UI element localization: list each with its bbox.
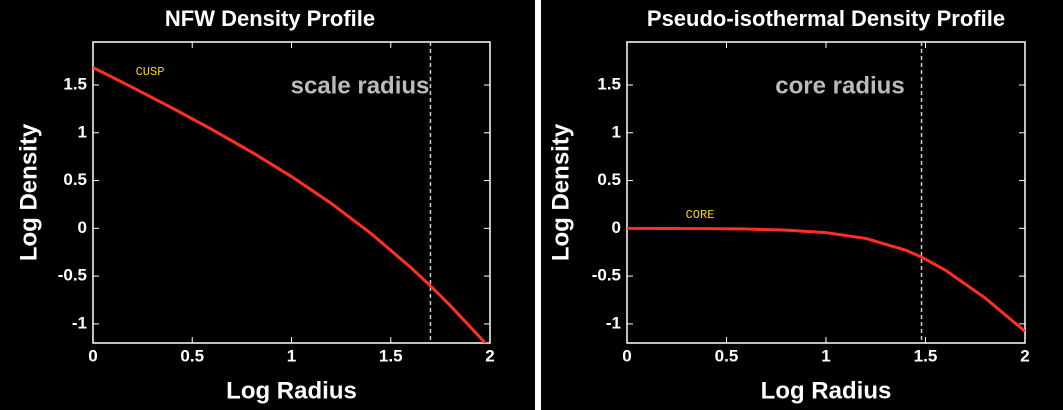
- y-tick-label: 1.5: [597, 74, 621, 93]
- y-tick-label: 0.5: [63, 170, 87, 189]
- reference-label: core radius: [775, 72, 904, 99]
- chart-title: NFW Density Profile: [165, 6, 375, 31]
- annotation: CORE: [686, 208, 715, 222]
- x-axis-label: Log Radius: [226, 377, 357, 404]
- y-tick-label: 0.5: [597, 170, 621, 189]
- y-tick-label: -1: [606, 313, 621, 332]
- panel-bg: [0, 0, 535, 410]
- y-tick-label: -1: [72, 313, 87, 332]
- y-axis-label: Log Density: [15, 123, 42, 261]
- y-tick-label: -0.5: [58, 266, 87, 285]
- reference-label: scale radius: [291, 72, 430, 99]
- y-tick-label: 1.5: [63, 74, 87, 93]
- x-tick-label: 1.5: [379, 346, 403, 365]
- y-tick-label: 0: [612, 218, 621, 237]
- y-tick-label: 1: [612, 122, 621, 141]
- y-tick-label: 0: [78, 218, 87, 237]
- x-tick-label: 1: [287, 346, 296, 365]
- x-tick-label: 1: [821, 346, 830, 365]
- y-tick-label: 1: [78, 122, 87, 141]
- line-series: [627, 226, 1025, 333]
- x-tick-label: 0: [622, 346, 631, 365]
- x-axis-label: Log Radius: [761, 377, 892, 404]
- y-axis-label: Log Density: [547, 123, 574, 261]
- chart-title: Pseudo-isothermal Density Profile: [647, 6, 1005, 31]
- line-series: [93, 66, 488, 343]
- x-tick-label: 0: [88, 346, 97, 365]
- x-tick-label: 2: [485, 346, 494, 365]
- x-tick-label: 2: [1020, 346, 1029, 365]
- x-tick-label: 0.5: [715, 346, 739, 365]
- x-tick-label: 1.5: [914, 346, 938, 365]
- panel-bg: [541, 0, 1063, 410]
- annotation: CUSP: [136, 65, 165, 79]
- x-tick-label: 0.5: [180, 346, 204, 365]
- y-tick-label: -0.5: [592, 266, 621, 285]
